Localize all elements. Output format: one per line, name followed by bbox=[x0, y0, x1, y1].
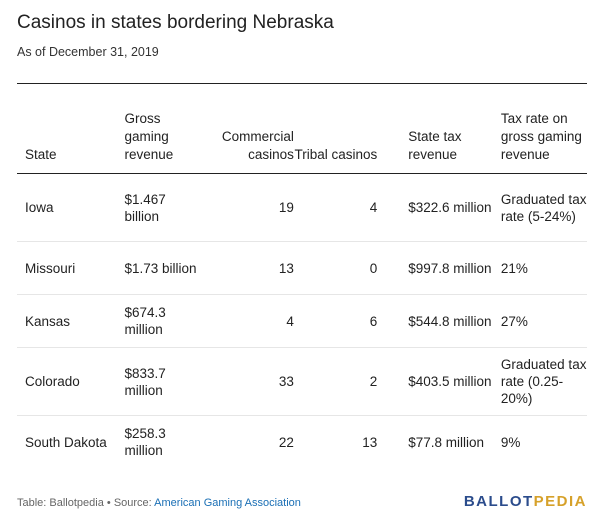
cell-tribal-casinos: 6 bbox=[293, 294, 378, 348]
cell-commercial-casinos: 4 bbox=[201, 294, 294, 348]
cell-tax-rate: 9% bbox=[500, 434, 521, 450]
cell-tax-rate: Graduated tax rate (5-24%) bbox=[492, 173, 587, 242]
header-tribal-casinos: Tribal casinos bbox=[293, 83, 378, 174]
cell-gross-gaming-revenue: $1.73 billion bbox=[116, 241, 202, 295]
table-header-row: State Gross gaming revenue Commercial ca… bbox=[17, 83, 587, 174]
cell-gross-gaming-revenue: $674.3 million bbox=[116, 294, 202, 348]
cell-tax-rate: Graduated tax rate (0.25-20%) bbox=[492, 347, 587, 416]
cell-tax-rate: 21% bbox=[492, 241, 587, 295]
casino-table: State Gross gaming revenue Commercial ca… bbox=[17, 83, 587, 469]
table-row: Missouri $1.73 billion 13 0 $997.8 milli… bbox=[17, 241, 587, 295]
cell-tribal-casinos: 2 bbox=[293, 347, 378, 416]
source-label: Source: bbox=[113, 497, 155, 509]
cell-commercial-casinos: 22 bbox=[278, 434, 294, 450]
table-row: Kansas $674.3 million 4 6 $544.8 million… bbox=[17, 294, 587, 348]
cell-tax-rate: 27% bbox=[492, 294, 587, 348]
header-commercial-casinos: Commercial casinos bbox=[201, 83, 294, 174]
cell-gross-gaming-revenue: $833.7 million bbox=[116, 347, 202, 416]
cell-tribal-casinos: 0 bbox=[293, 241, 378, 295]
cell-state: Kansas bbox=[17, 294, 117, 348]
cell-state: Iowa bbox=[17, 173, 117, 242]
cell-tribal-casinos: 13 bbox=[362, 434, 378, 450]
page-subtitle: As of December 31, 2019 bbox=[17, 45, 159, 59]
header-tax-rate: Tax rate on gross gaming revenue bbox=[492, 83, 587, 174]
table-credit: Table: Ballotpedia bbox=[17, 497, 104, 509]
table-row: South Dakota $258.3 million 22 13 $77.8 … bbox=[17, 416, 587, 469]
cell-state-tax-revenue: $997.8 million bbox=[377, 241, 493, 295]
header-state-tax-revenue: State tax revenue bbox=[377, 83, 493, 174]
footer-separator: • bbox=[103, 497, 114, 509]
header-gross-gaming-revenue: Gross gaming revenue bbox=[116, 83, 202, 174]
ballotpedia-logo: BALLOTPEDIA bbox=[464, 493, 587, 510]
cell-state: South Dakota bbox=[25, 434, 107, 450]
table-row: Iowa $1.467 billion 19 4 $322.6 million … bbox=[17, 173, 587, 242]
cell-state-tax-revenue: $322.6 million bbox=[377, 173, 493, 242]
cell-gross-gaming-revenue: $258.3 million bbox=[124, 426, 166, 459]
footer-credit: Table: Ballotpedia • Source: American Ga… bbox=[17, 497, 301, 509]
source-link[interactable]: American Gaming Association bbox=[154, 497, 301, 509]
cell-tribal-casinos: 4 bbox=[293, 173, 378, 242]
page-title: Casinos in states bordering Nebraska bbox=[17, 12, 334, 33]
cell-commercial-casinos: 13 bbox=[201, 241, 294, 295]
table-row: Colorado $833.7 million 33 2 $403.5 mill… bbox=[17, 347, 587, 416]
cell-state: Colorado bbox=[17, 347, 117, 416]
cell-state-tax-revenue: $403.5 million bbox=[377, 347, 493, 416]
cell-commercial-casinos: 33 bbox=[201, 347, 294, 416]
cell-gross-gaming-revenue: $1.467 billion bbox=[116, 173, 202, 242]
cell-state-tax-revenue: $544.8 million bbox=[377, 294, 493, 348]
header-state: State bbox=[17, 83, 117, 174]
logo-part-pedia: PEDIA bbox=[533, 493, 587, 510]
cell-commercial-casinos: 19 bbox=[201, 173, 294, 242]
cell-state: Missouri bbox=[17, 241, 117, 295]
logo-part-ballot: BALLOT bbox=[463, 493, 534, 510]
cell-state-tax-revenue: $77.8 million bbox=[408, 434, 485, 450]
